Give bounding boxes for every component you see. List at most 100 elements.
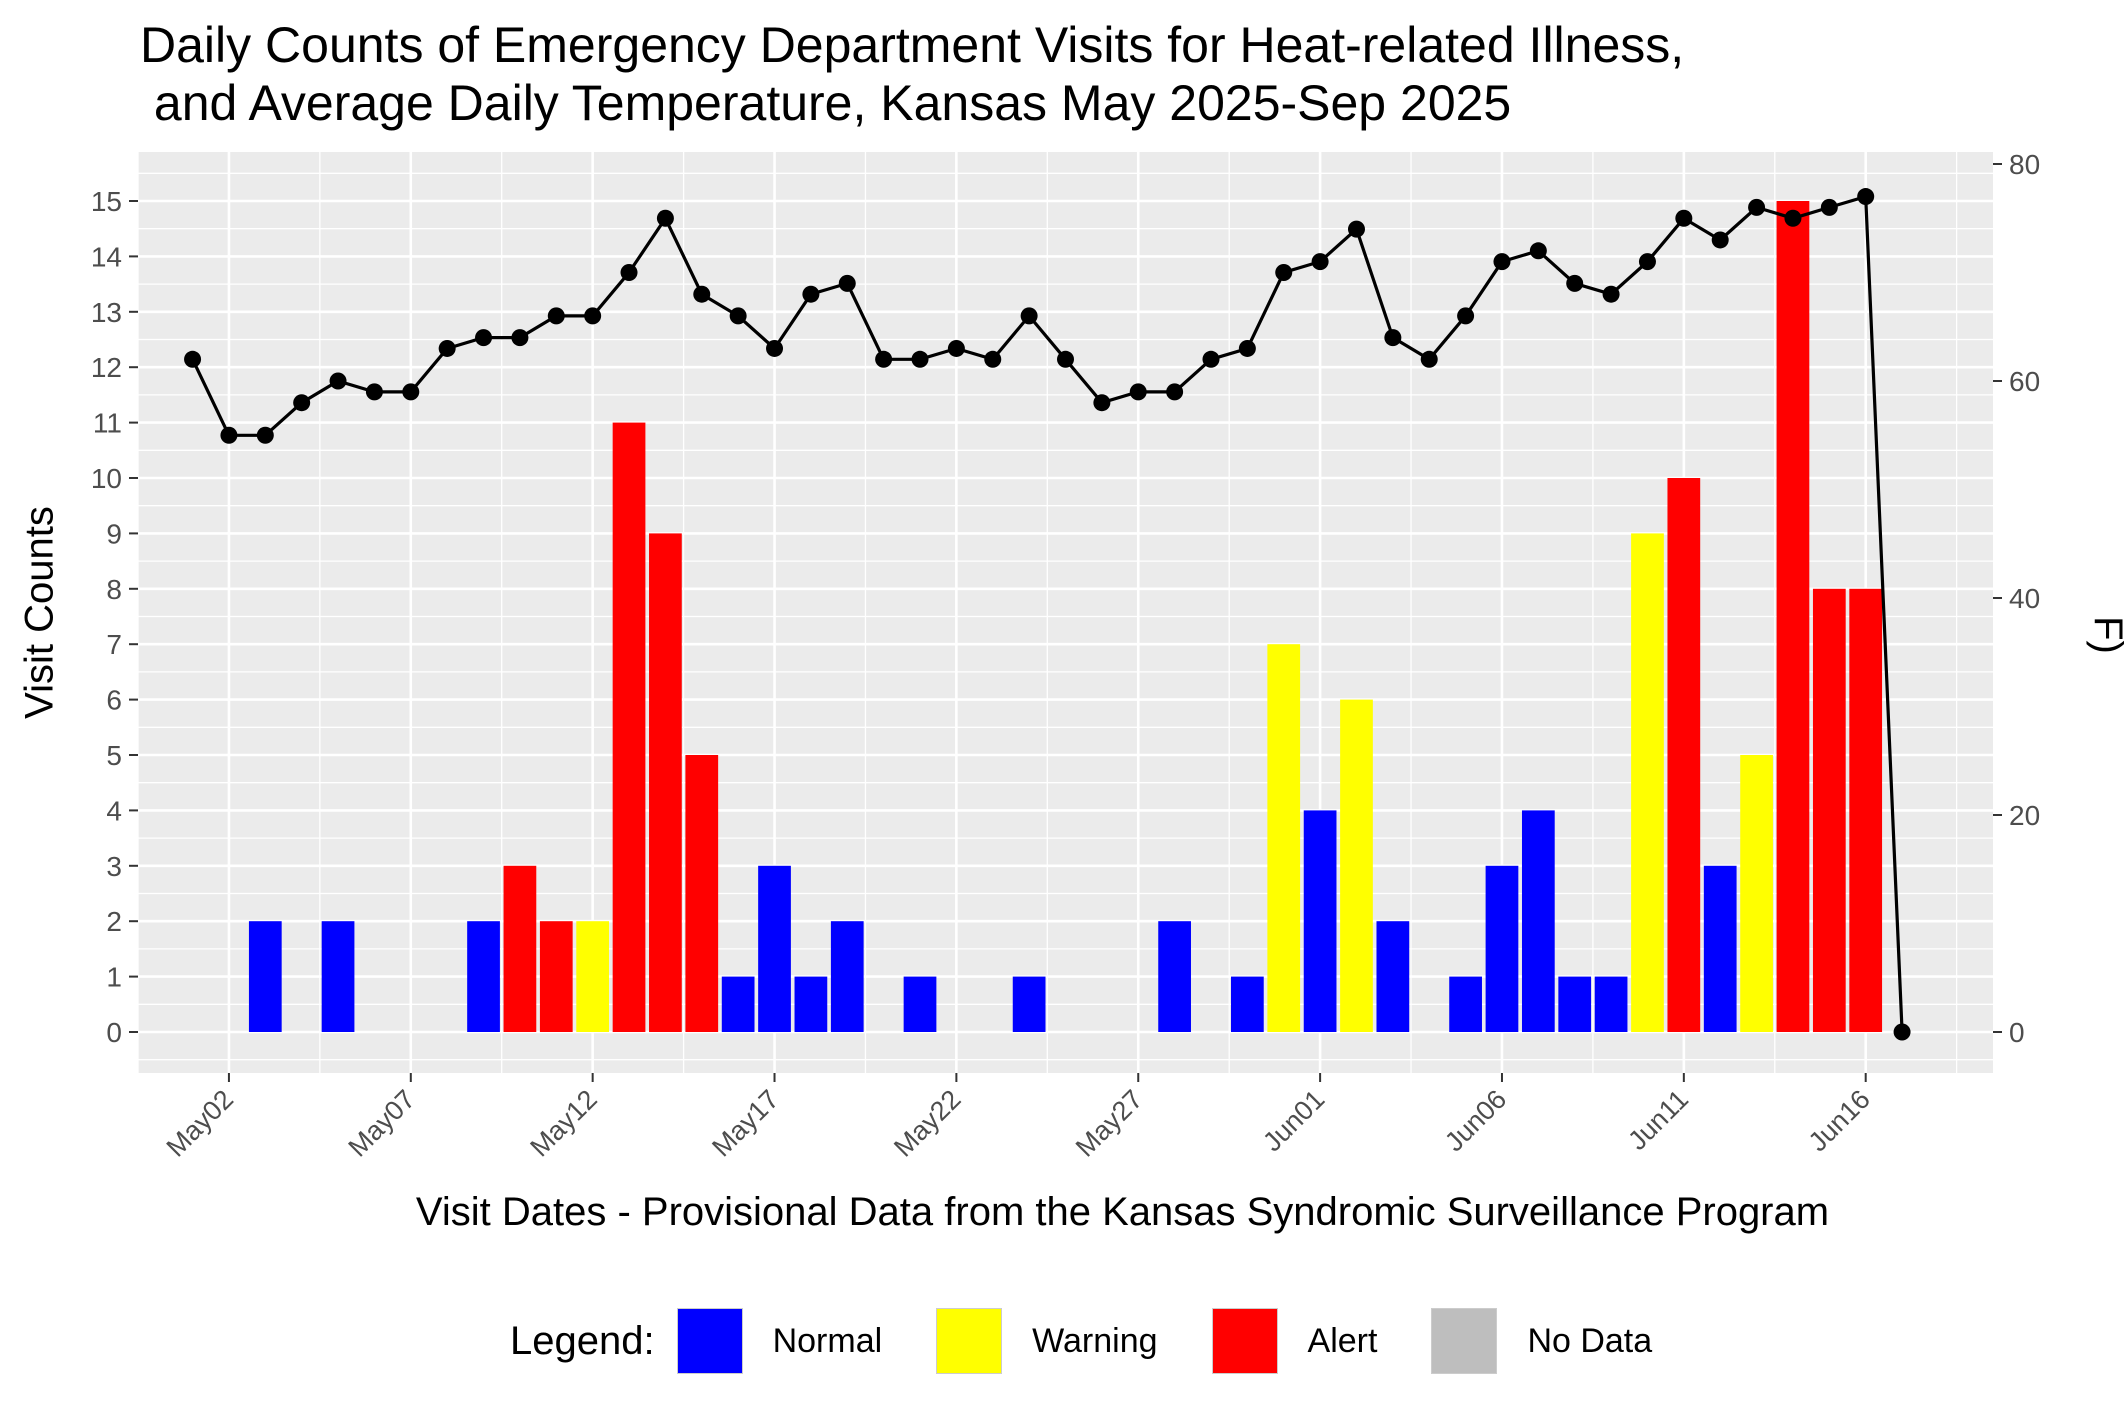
- legend-title: Legend:: [510, 1318, 655, 1363]
- temperature-point: [656, 209, 674, 227]
- y-tick-label: 10: [91, 463, 122, 494]
- temperature-point: [547, 307, 565, 325]
- temperature-point: [1129, 383, 1147, 401]
- legend-label-no-data: No Data: [1527, 1321, 1653, 1360]
- y-tick-label: 1: [106, 962, 122, 993]
- temperature-point: [184, 350, 202, 368]
- temperature-point: [438, 339, 456, 357]
- temperature-point: [475, 329, 493, 347]
- legend-key-alert: [1211, 1308, 1278, 1374]
- y2-axis-label: Avg. Temperature ( ° F): [2086, 616, 2125, 654]
- y-tick-label: 3: [106, 851, 122, 882]
- chart-title: Daily Counts of Emergency Department Vis…: [140, 17, 1685, 73]
- bar: [1267, 644, 1301, 1032]
- x-tick-label: Jun01: [1257, 1084, 1330, 1157]
- bar: [576, 921, 610, 1032]
- x-tick-label: May12: [524, 1084, 603, 1163]
- bar: [1340, 699, 1373, 1032]
- bar: [1303, 810, 1337, 1032]
- temperature-point: [1420, 350, 1438, 368]
- temperature-point: [1457, 307, 1475, 325]
- temperature-point: [1238, 339, 1256, 357]
- temperature-point: [511, 329, 529, 347]
- bar: [1667, 478, 1701, 1032]
- temperature-point: [911, 350, 929, 368]
- temperature-point: [1057, 350, 1074, 368]
- bar: [1230, 976, 1264, 1032]
- legend-key-normal: [676, 1308, 743, 1374]
- temperature-point: [1311, 253, 1329, 271]
- temperature-point: [693, 285, 711, 303]
- temperature-point: [365, 383, 383, 401]
- bar: [1558, 976, 1592, 1032]
- y-tick-label: 5: [106, 740, 122, 771]
- temperature-point: [1893, 1023, 1911, 1041]
- temperature-point: [256, 426, 274, 444]
- bar: [1521, 810, 1555, 1032]
- bar: [1485, 865, 1519, 1032]
- x-tick-label: May02: [161, 1084, 240, 1163]
- temperature-point: [1566, 274, 1584, 292]
- y-tick-label: 12: [91, 352, 122, 383]
- y-tick-label: 7: [106, 629, 122, 660]
- bar: [721, 976, 755, 1032]
- temperature-point: [729, 307, 747, 325]
- temperature-point: [1638, 253, 1656, 271]
- legend-item-warning: Warning: [936, 1308, 1183, 1374]
- bar: [612, 422, 646, 1033]
- temperature-point: [220, 426, 238, 444]
- temperature-point: [984, 350, 1002, 368]
- temperature-point: [1384, 329, 1402, 347]
- bar: [758, 865, 791, 1032]
- bar: [830, 921, 864, 1032]
- bar: [503, 865, 537, 1032]
- x-tick-label: Jun16: [1803, 1084, 1876, 1157]
- bar: [903, 976, 937, 1032]
- temperature-point: [1784, 209, 1802, 227]
- temperature-point: [1529, 242, 1547, 260]
- temperature-point: [1166, 383, 1184, 401]
- bar: [1849, 588, 1883, 1032]
- y-tick-label: 0: [106, 1017, 122, 1048]
- temperature-point: [947, 339, 965, 357]
- temperature-point: [293, 394, 311, 412]
- bar: [248, 921, 282, 1032]
- legend-label-alert: Alert: [1307, 1321, 1378, 1360]
- temperature-point: [1675, 209, 1693, 227]
- bar: [1631, 533, 1664, 1032]
- bar: [794, 976, 828, 1032]
- y-tick-label: 6: [106, 685, 122, 716]
- temperature-point: [1093, 394, 1111, 412]
- legend: Legend: Normal Warning Alert No Data: [510, 1308, 1706, 1374]
- temperature-point: [584, 307, 602, 325]
- bar: [321, 921, 355, 1032]
- y2-tick-label: 20: [2009, 800, 2040, 831]
- temperature-point: [1202, 350, 1220, 368]
- legend-item-normal: Normal: [676, 1308, 909, 1374]
- legend-key-warning: [936, 1308, 1003, 1374]
- x-tick-label: May27: [1070, 1084, 1149, 1163]
- temperature-point: [1602, 285, 1620, 303]
- x-tick-label: Jun11: [1622, 1084, 1694, 1156]
- bar: [467, 921, 500, 1032]
- temperature-point: [1020, 307, 1038, 325]
- legend-label-warning: Warning: [1032, 1321, 1158, 1360]
- legend-key-no-data: [1431, 1308, 1498, 1374]
- temperature-point: [1493, 253, 1511, 271]
- y2-tick-label: 60: [2009, 366, 2040, 397]
- y-tick-label: 8: [106, 574, 122, 605]
- temperature-point: [766, 339, 784, 357]
- y2-tick-label: 40: [2009, 583, 2040, 614]
- bar: [1449, 976, 1482, 1032]
- bar: [1776, 201, 1810, 1032]
- x-tick-label: Jun06: [1439, 1084, 1512, 1157]
- y-tick-label: 4: [106, 795, 122, 826]
- temperature-point: [1347, 220, 1365, 238]
- x-axis-label: Visit Dates - Provisional Data from the …: [415, 1190, 1830, 1234]
- temperature-point: [875, 350, 893, 368]
- bar: [1012, 976, 1046, 1032]
- bar: [1158, 921, 1191, 1032]
- y-tick-label: 2: [106, 906, 122, 937]
- y-tick-label: 13: [91, 297, 122, 328]
